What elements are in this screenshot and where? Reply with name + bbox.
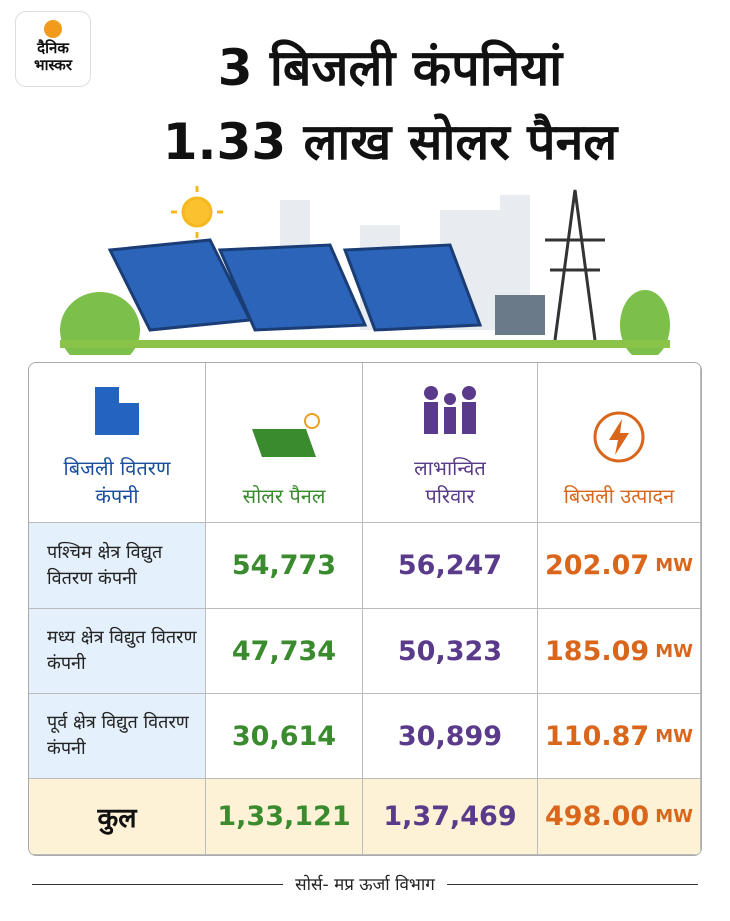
header-cell: बिजली उत्पादन — [538, 363, 701, 523]
logo-text: दैनिक — [37, 39, 69, 57]
source-text: सोर्स- मप्र ऊर्जा विभाग — [283, 875, 447, 895]
logo: दैनिक भास्कर — [16, 12, 90, 86]
table: बिजली वितरण कंपनी सोलर पैनल लाभान्वित परिव… — [28, 362, 702, 856]
number-cell: 56,247 — [363, 523, 538, 609]
header-icon — [591, 409, 647, 472]
power-value: 202.07 — [545, 550, 650, 581]
total-label: कुल — [29, 779, 206, 855]
number-cell: 30,614 — [206, 694, 363, 779]
header-text: लाभान्वित परिवार — [414, 456, 486, 508]
header-cell: लाभान्वित परिवार — [363, 363, 538, 523]
number-cell: 50,323 — [363, 609, 538, 694]
header-text: बिजली उत्पादन — [563, 484, 675, 508]
title: 3 बिजली कंपनियां — [217, 39, 563, 97]
company-name: पश्चिम क्षेत्र विद्युत वितरण कंपनी — [29, 523, 206, 609]
number-cell: 30,899 — [363, 694, 538, 779]
number-cell: 54,773 — [206, 523, 363, 609]
title: 1.33 लाख सोलर पैनल — [162, 113, 618, 171]
header-icon — [87, 381, 147, 444]
power-unit: MW — [655, 806, 693, 827]
number-cell: 1,33,121 — [206, 779, 363, 855]
power-cell: 498.00 MW — [538, 779, 701, 855]
logo-text: भास्कर — [34, 56, 72, 74]
header-text: बिजली वितरण कंपनी — [63, 456, 171, 508]
company-name: मध्य क्षेत्र विद्युत वितरण कंपनी — [29, 609, 206, 694]
header-cell: बिजली वितरण कंपनी — [29, 363, 206, 523]
header-icon — [415, 381, 485, 444]
header-icon — [244, 409, 324, 472]
number-cell: 47,734 — [206, 609, 363, 694]
power-value: 110.87 — [545, 720, 650, 752]
power-value: 498.00 — [545, 801, 650, 832]
source: सोर्स- मप्र ऊर्जा विभाग — [0, 872, 730, 895]
power-cell: 110.87 MW — [538, 694, 701, 779]
logo-sun — [44, 20, 62, 38]
power-unit: MW — [655, 555, 693, 576]
header-text: सोलर पैनल — [242, 484, 326, 508]
illustration — [60, 186, 670, 355]
power-cell: 185.09 MW — [538, 609, 701, 694]
power-value: 185.09 — [545, 635, 650, 667]
power-cell: 202.07 MW — [538, 523, 701, 609]
power-unit: MW — [655, 640, 693, 662]
number-cell: 1,37,469 — [363, 779, 538, 855]
header-cell: सोलर पैनल — [206, 363, 363, 523]
company-name: पूर्व क्षेत्र विद्युत वितरण कंपनी — [29, 694, 206, 779]
power-unit: MW — [655, 725, 693, 747]
